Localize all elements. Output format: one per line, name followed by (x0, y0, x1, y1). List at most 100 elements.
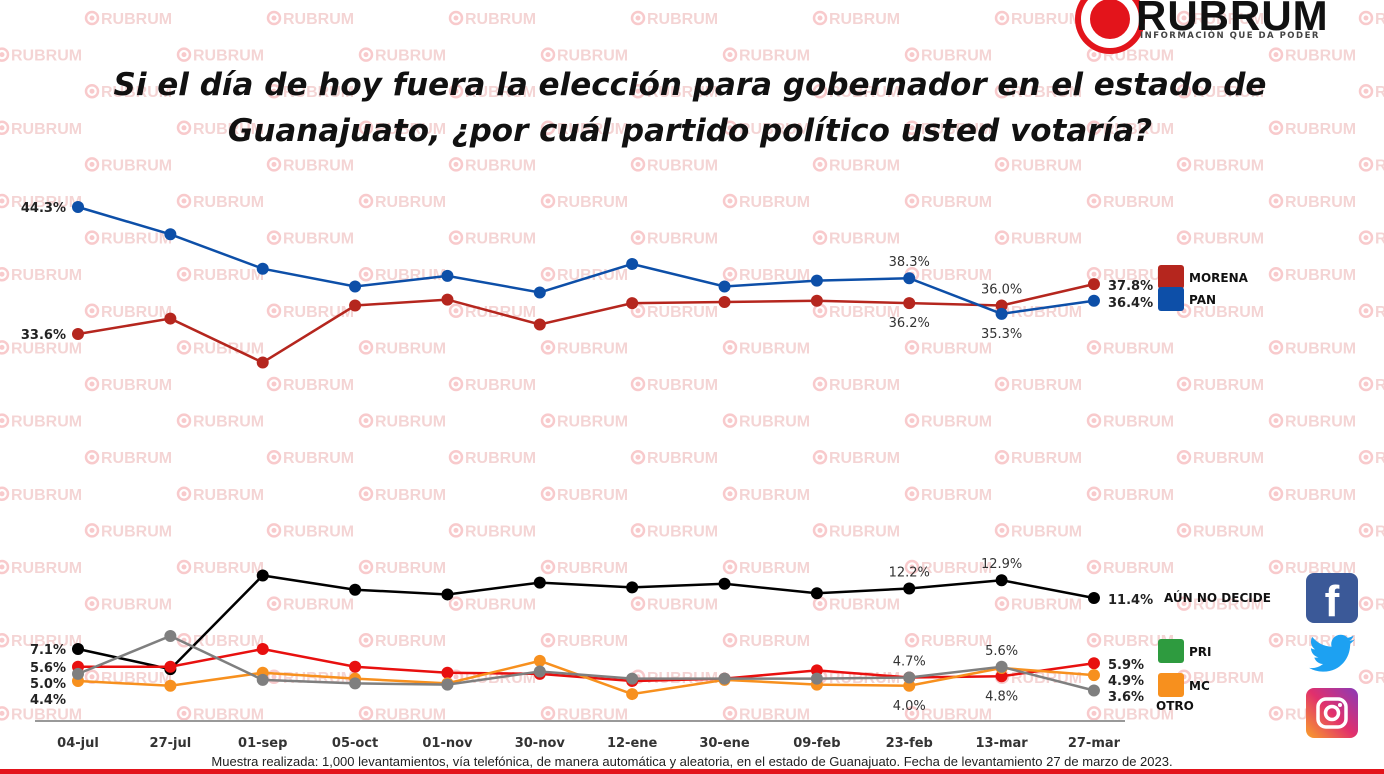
data-point (810, 672, 823, 685)
watermark-logo-icon (271, 235, 277, 241)
twitter-icon[interactable] (1306, 630, 1358, 680)
watermark-text: RUBRUM (375, 121, 446, 138)
data-label-right: 36.4% (1108, 296, 1153, 311)
facebook-icon[interactable]: f (1306, 573, 1358, 626)
data-point (626, 297, 639, 310)
watermark: RUBRUM (266, 83, 354, 101)
watermark-logo-icon (630, 10, 646, 26)
watermark: RUBRUM (448, 376, 536, 394)
data-point (995, 670, 1008, 683)
watermark-text: RUBRUM (283, 450, 354, 467)
watermark-text: RUBRUM (921, 340, 992, 357)
watermark-logo-icon (999, 527, 1005, 533)
watermark-logo-icon (358, 486, 374, 502)
watermark-logo-icon (0, 418, 5, 424)
watermark-text: RUBRUM (1285, 340, 1356, 357)
data-point (533, 654, 546, 667)
watermark-text: RUBRUM (647, 377, 718, 394)
watermark-text: RUBRUM (465, 231, 536, 248)
watermark-logo-icon (181, 344, 187, 350)
watermark: RUBRUM (722, 340, 810, 357)
watermark-logo-icon (89, 381, 95, 387)
watermark-logo-icon (1181, 601, 1187, 607)
watermark-logo-icon (176, 120, 192, 136)
watermark: RUBRUM (1268, 413, 1356, 431)
data-point (903, 272, 916, 285)
data-point (810, 587, 823, 600)
watermark-logo-icon (358, 340, 374, 355)
watermark: RUBRUM (84, 10, 172, 28)
instagram-icon[interactable] (1306, 688, 1358, 738)
watermark-logo-icon (89, 235, 95, 241)
watermark-text: RUBRUM (829, 377, 900, 394)
watermark-logo-icon (453, 674, 459, 680)
watermark-logo-icon (994, 10, 1010, 26)
watermark-text: RUBRUM (1193, 231, 1264, 248)
watermark-logo-icon (1358, 376, 1374, 392)
watermark-logo-icon (1273, 198, 1279, 204)
watermark-text: RUBRUM (465, 11, 536, 28)
watermark-logo-icon (999, 88, 1005, 94)
watermark-logo-icon (0, 637, 5, 643)
watermark: RUBRUM (540, 47, 628, 65)
watermark: RUBRUM (812, 83, 900, 101)
watermark-logo-icon (1273, 710, 1279, 716)
watermark-logo-icon (358, 47, 374, 62)
watermark-logo-icon (722, 47, 738, 62)
watermark-text: RUBRUM (1193, 523, 1264, 540)
watermark-logo-icon (817, 15, 823, 21)
watermark-text: RUBRUM (1375, 670, 1384, 687)
watermark-logo-icon (727, 271, 733, 277)
watermark: RUBRUM (1176, 376, 1264, 394)
watermark-text: RUBRUM (647, 304, 718, 321)
watermark-logo-icon (1181, 527, 1187, 533)
watermark: RUBRUM (358, 486, 446, 504)
watermark-logo-icon (722, 266, 738, 282)
x-tick-label: 04-jul (57, 736, 99, 751)
watermark: RUBRUM (722, 120, 810, 138)
watermark-text: RUBRUM (647, 523, 718, 540)
watermark-text: RUBRUM (1193, 157, 1264, 174)
watermark-logo-icon (0, 125, 5, 131)
watermark-text: RUBRUM (739, 706, 810, 723)
watermark: RUBRUM (358, 632, 446, 650)
watermark-logo-icon (722, 632, 738, 648)
watermark-text: RUBRUM (829, 231, 900, 248)
watermark: RUBRUM (1358, 230, 1384, 248)
watermark-logo-icon (89, 674, 95, 680)
watermark-text: RUBRUM (829, 304, 900, 321)
watermark-logo-icon (0, 198, 5, 204)
watermark-logo-icon (545, 637, 551, 643)
watermark-logo-icon (84, 10, 100, 26)
watermark: RUBRUM (448, 230, 536, 248)
watermark-logo-icon (1273, 125, 1279, 131)
watermark-logo-icon (812, 10, 828, 26)
watermark-logo-icon (89, 88, 95, 94)
watermark-logo-icon (1273, 271, 1279, 277)
watermark-text: RUBRUM (1103, 487, 1174, 504)
watermark-text: RUBRUM (1285, 560, 1356, 577)
watermark: RUBRUM (0, 559, 82, 577)
watermark-logo-icon (904, 486, 920, 502)
watermark-logo-icon (89, 454, 95, 460)
watermark: RUBRUM (540, 413, 628, 431)
watermark-logo-icon (630, 83, 646, 99)
watermark-logo-icon (448, 596, 464, 611)
watermark-text: RUBRUM (11, 267, 82, 284)
watermark-logo-icon (271, 308, 277, 314)
watermark-logo-icon (271, 527, 277, 533)
watermark-logo-icon (266, 376, 282, 392)
watermark-text: RUBRUM (101, 304, 172, 321)
watermark: RUBRUM (1086, 193, 1174, 211)
watermark-logo-icon (358, 266, 374, 282)
watermark-text: RUBRUM (375, 633, 446, 650)
watermark-logo-icon (448, 83, 464, 99)
data-point (903, 582, 916, 595)
watermark-logo-icon (727, 418, 733, 424)
watermark-logo-icon (358, 413, 374, 428)
watermark-text: RUBRUM (557, 487, 628, 504)
watermark-logo-icon (1363, 308, 1369, 314)
watermark-text: RUBRUM (557, 633, 628, 650)
data-label: 4.0% (893, 699, 926, 714)
watermark-text: RUBRUM (101, 377, 172, 394)
